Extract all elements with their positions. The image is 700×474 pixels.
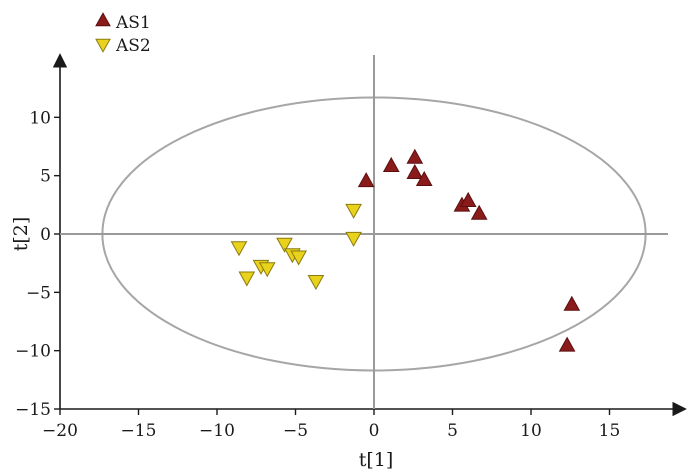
x-tick-label: 10 <box>520 421 542 441</box>
y-tick-label: 5 <box>40 167 51 187</box>
as1-point <box>406 163 424 179</box>
as2-point <box>307 275 325 291</box>
x-tick-label: 15 <box>599 421 621 441</box>
legend-marker-as1 <box>95 12 111 27</box>
y-tick-label: −10 <box>15 342 51 362</box>
x-tick-label: 5 <box>447 421 458 441</box>
y-tick-label: −5 <box>26 283 51 303</box>
as1-point <box>382 156 400 172</box>
as2-point <box>238 271 256 287</box>
y-axis-label: t[2] <box>10 217 32 252</box>
as2-point <box>276 237 293 253</box>
as1-point <box>470 204 488 220</box>
x-tick-label: −5 <box>283 421 308 441</box>
as1-point <box>459 191 477 207</box>
as2-point <box>230 241 248 257</box>
y-tick-label: −15 <box>15 400 51 420</box>
legend-label-as1: AS1 <box>115 13 151 33</box>
x-tick-label: 0 <box>369 421 380 441</box>
x-tick-label: −15 <box>121 421 157 441</box>
as2-point <box>258 262 276 278</box>
as1-point <box>563 295 581 311</box>
as2-point <box>345 231 362 247</box>
x-axis-label: t[1] <box>359 449 394 471</box>
x-tick-label: −10 <box>199 421 235 441</box>
legend-label-as2: AS2 <box>115 36 151 56</box>
as2-point <box>290 250 307 266</box>
as1-point <box>415 170 433 186</box>
y-tick-label: 10 <box>29 108 51 128</box>
as1-point <box>558 336 576 352</box>
legend-marker-as2 <box>95 38 111 53</box>
as1-point <box>406 148 424 164</box>
as1-point <box>357 172 375 188</box>
y-tick-label: 0 <box>40 225 51 245</box>
x-tick-label: −20 <box>42 421 78 441</box>
as2-point <box>345 203 362 219</box>
